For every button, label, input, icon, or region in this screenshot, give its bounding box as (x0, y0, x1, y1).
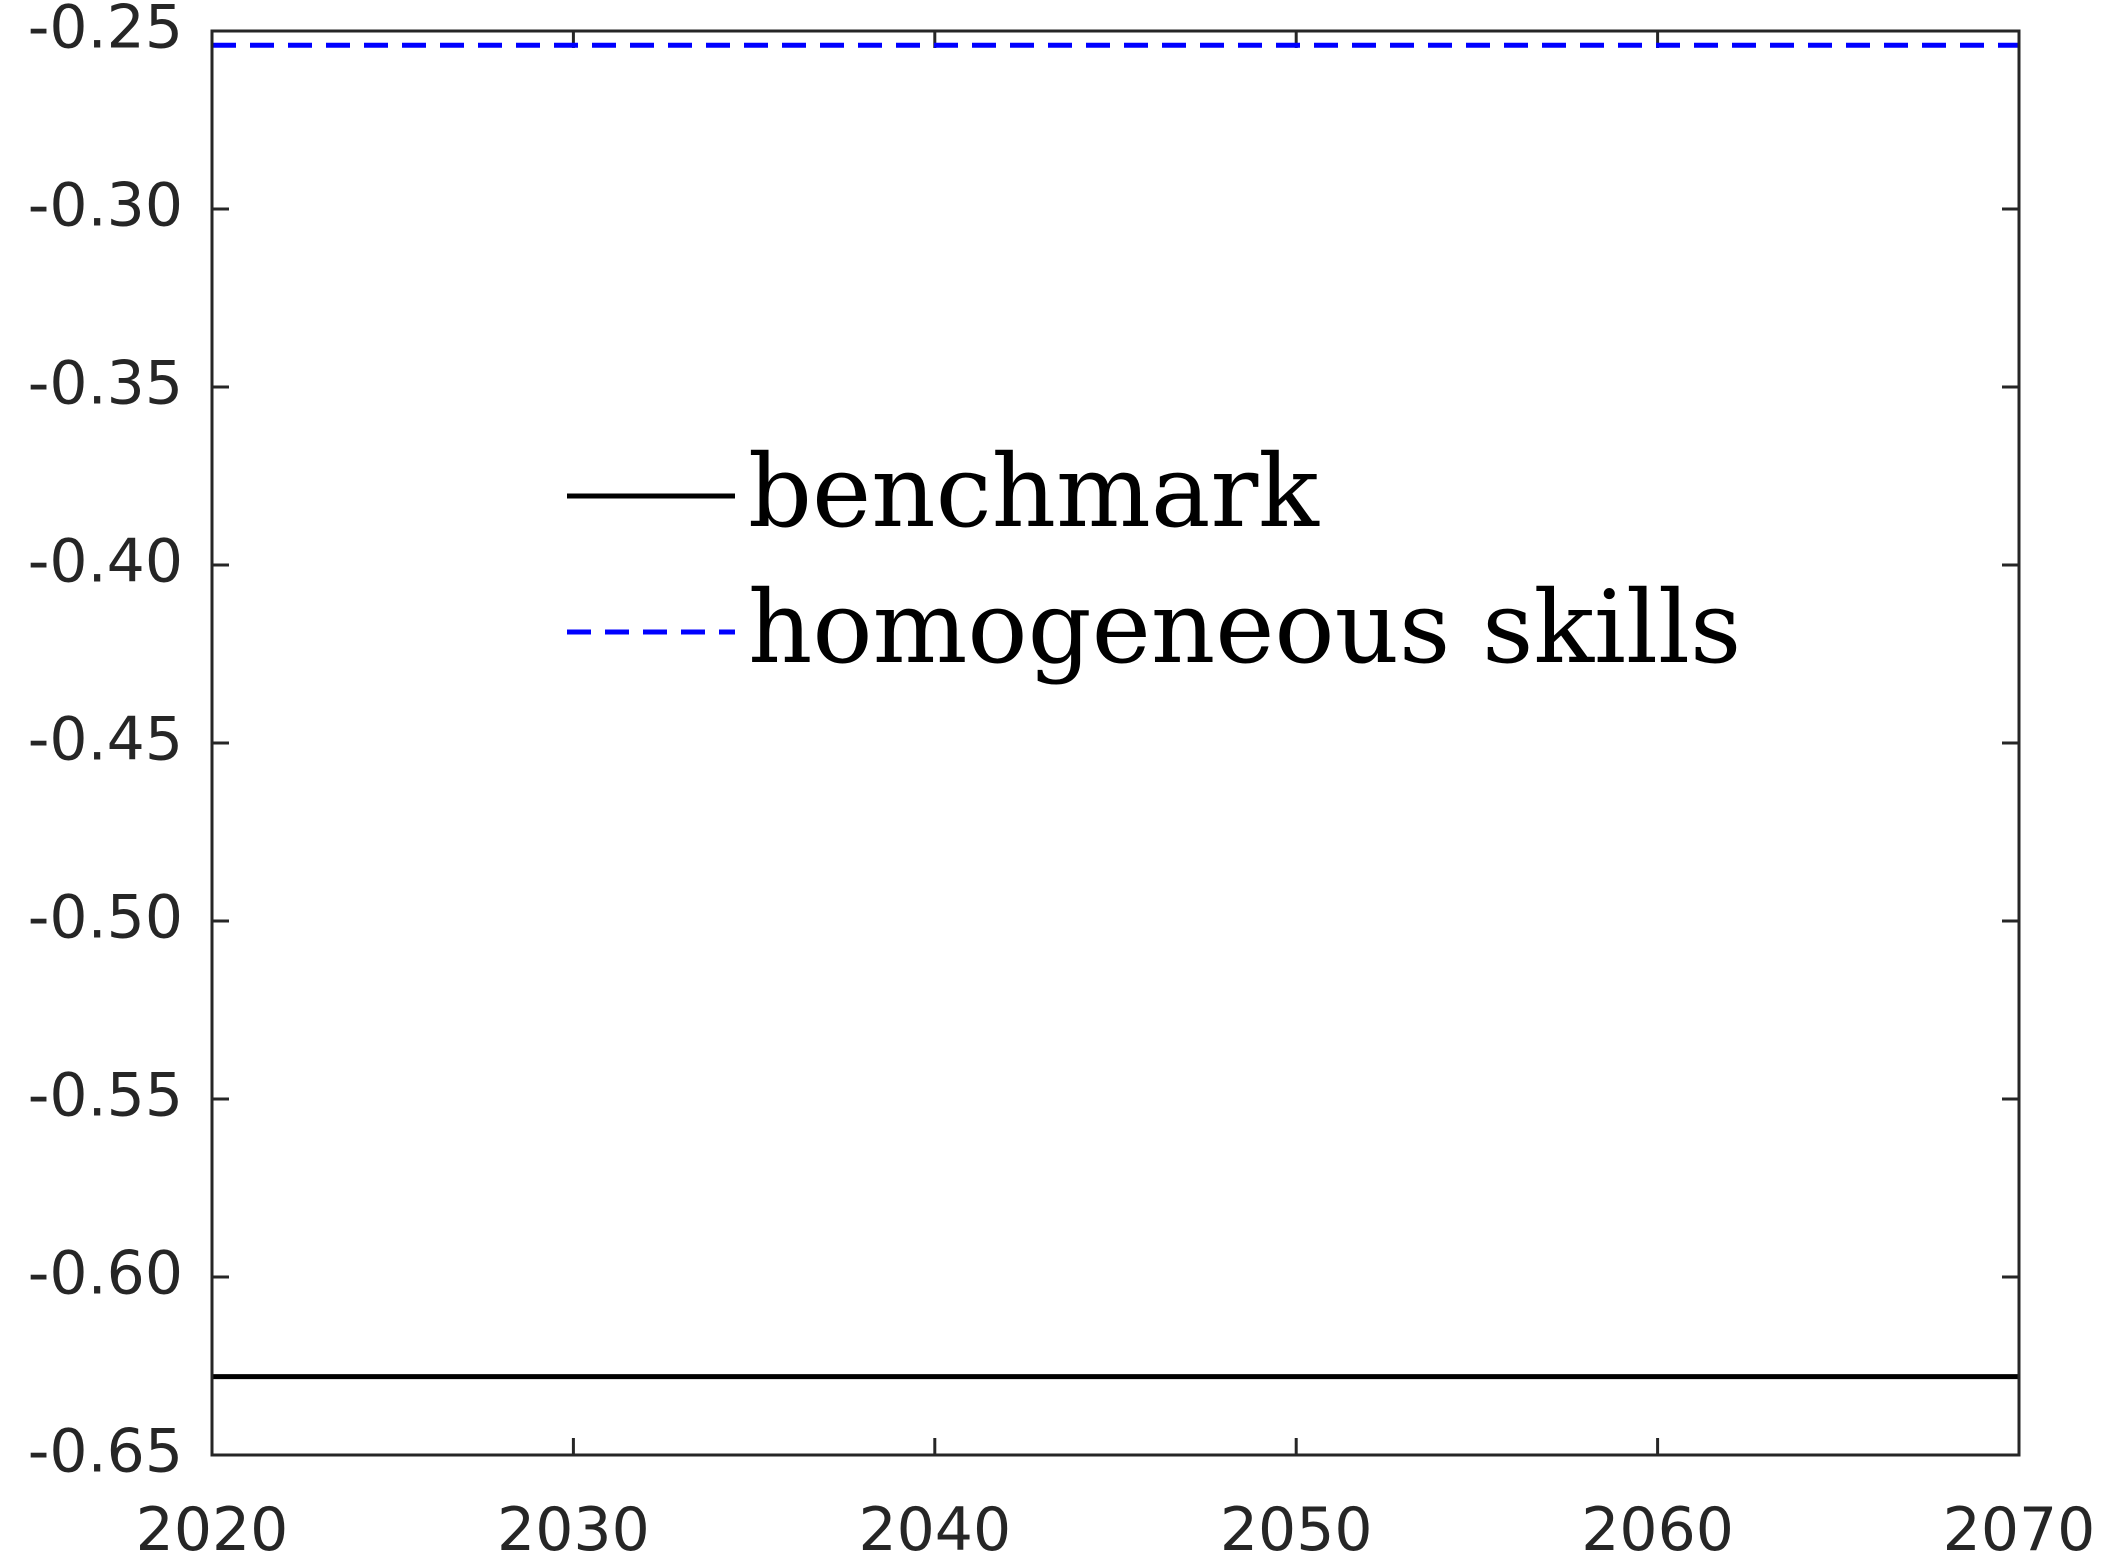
y-tick-label: -0.30 (28, 171, 183, 241)
y-tick-label: -0.40 (28, 527, 183, 597)
y-axis-tick-labels: -0.25 -0.30 -0.35 -0.40 -0.45 -0.50 -0.55 -0.60… (28, 0, 183, 1487)
y-tick-label: -0.35 (28, 349, 183, 419)
x-tick-label: 2070 (1943, 1495, 2096, 1554)
legend-label-1: benchmark (748, 433, 1320, 550)
x-tick-label: 2030 (497, 1495, 650, 1554)
x-tick-label: 2040 (858, 1495, 1011, 1554)
x-tick-label: 2050 (1220, 1495, 1373, 1554)
y-tick-label: -0.65 (28, 1417, 183, 1487)
y-tick-label: -0.25 (28, 0, 183, 63)
y-tick-label: -0.50 (28, 883, 183, 953)
y-tick-label: -0.60 (28, 1239, 183, 1309)
x-axis-tick-labels: 2020 2030 2040 2050 2060 2070 (136, 1495, 2096, 1554)
x-tick-label: 2060 (1581, 1495, 1734, 1554)
series-group (212, 42, 2019, 1380)
ticks-group (210, 29, 2021, 1457)
y-tick-label: -0.45 (28, 705, 183, 775)
plot-area-frame (210, 29, 2021, 1457)
legend-label-2: homogeneous skills (748, 569, 1741, 686)
x-tick-label: 2020 (136, 1495, 289, 1554)
legend: benchmark homogeneous skills (567, 433, 1741, 686)
y-tick-label: -0.55 (28, 1061, 183, 1131)
